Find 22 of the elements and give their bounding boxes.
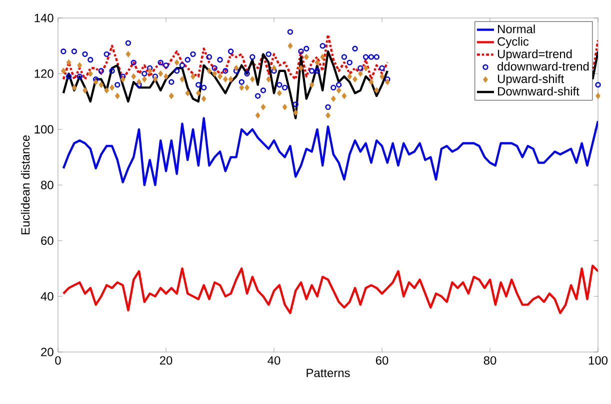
legend-label: Upward=trend: [498, 49, 572, 61]
line-series: [62, 264, 598, 314]
y-tick-label: 120: [34, 69, 54, 78]
y-tick-label: 20: [41, 348, 54, 356]
x-tick-label: 100: [588, 356, 608, 365]
x-axis-title: Patterns: [306, 368, 350, 378]
y-tick-label: 80: [41, 180, 54, 190]
x-tick-label: 20: [160, 356, 172, 365]
y-tick-label: 100: [34, 125, 54, 134]
legend-label: Upward-shift: [498, 74, 564, 86]
x-tick-label: 60: [376, 356, 388, 365]
legend-label: Cyclic: [498, 36, 529, 48]
y-tick-label: 60: [41, 236, 54, 245]
y-tick-label: 40: [40, 292, 54, 301]
x-tick-label: 0: [55, 356, 61, 365]
y-axis-title: Euclidean distance: [20, 135, 30, 234]
x-tick-label: 80: [484, 356, 496, 365]
legend-label: Downward-shift: [498, 86, 580, 96]
legend-label: ddownward-trend: [498, 62, 589, 71]
x-tick-label: 40: [268, 356, 280, 365]
legend-label: Normal: [498, 24, 535, 34]
y-tick-label: 140: [34, 14, 54, 22]
